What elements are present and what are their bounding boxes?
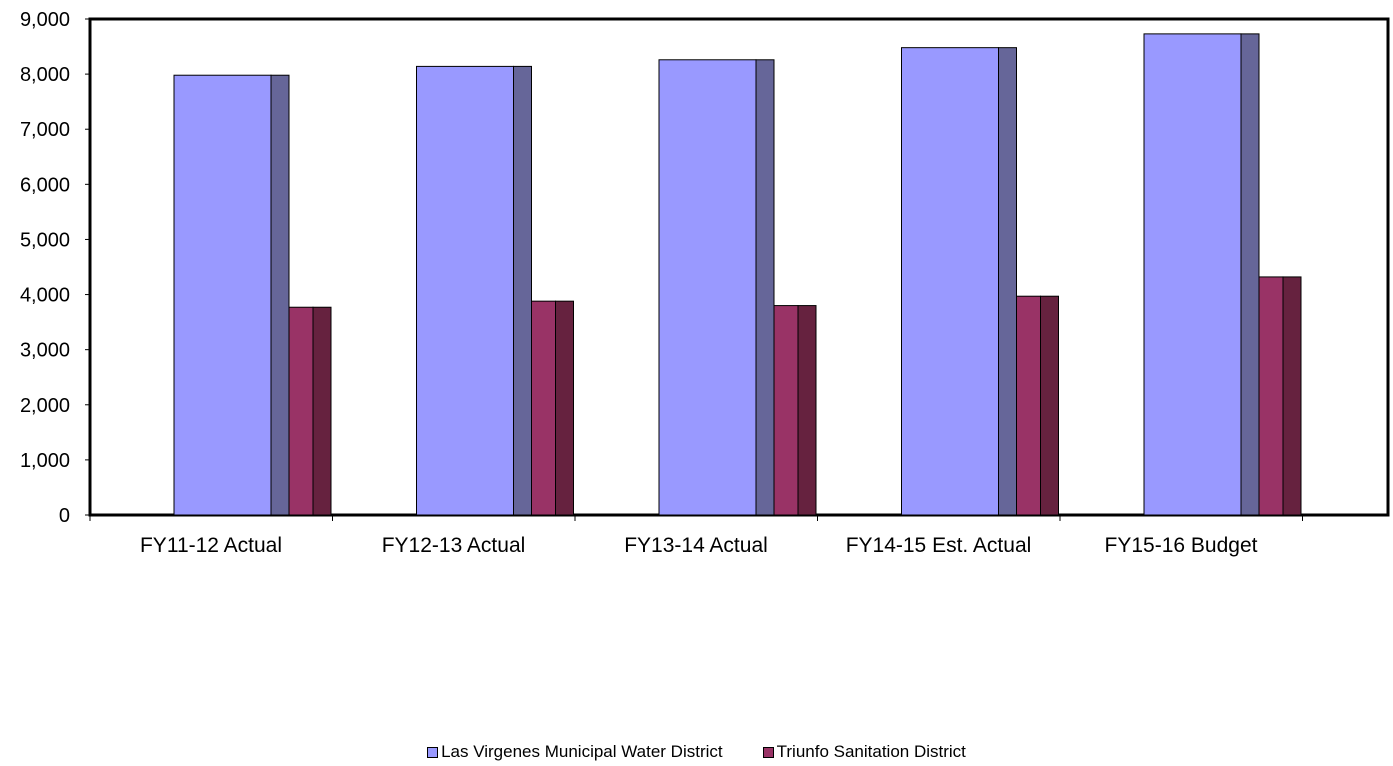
legend-label-tsd: Triunfo Sanitation District bbox=[776, 742, 966, 761]
bar-lvmwd bbox=[416, 65, 514, 516]
bar-tsd-side bbox=[797, 305, 817, 516]
bar-lvmwd bbox=[173, 74, 272, 516]
bar-tsd bbox=[531, 300, 556, 516]
y-tick-label: 9,000 bbox=[20, 9, 70, 31]
bar-lvmwd-side bbox=[998, 47, 1017, 516]
legend-label-lvmwd: Las Virgenes Municipal Water District bbox=[441, 742, 723, 761]
y-tick-label: 1,000 bbox=[20, 450, 70, 472]
legend-swatch-lvmwd bbox=[427, 746, 439, 758]
y-axis: 0 1,000 2,000 3,000 4,000 5,000 6,000 7,000 8,00… bbox=[20, 9, 90, 527]
bar-lvmwd-side bbox=[270, 74, 290, 516]
legend-swatch-tsd bbox=[762, 746, 774, 758]
bar-tsd bbox=[1258, 276, 1284, 516]
x-category-label: FY15-16 Budget bbox=[1105, 534, 1258, 557]
legend-item-tsd: Triunfo Sanitation District bbox=[762, 742, 966, 762]
y-tick-label: 0 bbox=[59, 505, 70, 527]
y-tick-label: 2,000 bbox=[20, 395, 70, 417]
bar-lvmwd-side bbox=[1240, 33, 1260, 516]
y-tick-label: 8,000 bbox=[20, 64, 70, 86]
y-tick-label: 7,000 bbox=[20, 119, 70, 141]
bars-group bbox=[173, 33, 1302, 516]
bar-lvmwd bbox=[658, 59, 757, 516]
bar-tsd bbox=[1016, 295, 1041, 516]
bar-chart: 0 1,000 2,000 3,000 4,000 5,000 6,000 7,000 8,00… bbox=[20, 9, 1390, 557]
x-category-label: FY14-15 Est. Actual bbox=[846, 534, 1032, 557]
bar-lvmwd-side bbox=[755, 59, 775, 516]
y-tick-label: 6,000 bbox=[20, 174, 70, 196]
bar-tsd bbox=[773, 305, 799, 516]
y-tick-label: 3,000 bbox=[20, 340, 70, 362]
bar-lvmwd bbox=[1143, 33, 1242, 516]
bar-tsd-side bbox=[555, 300, 574, 516]
bar-tsd-side bbox=[312, 306, 332, 516]
x-category-label: FY11-12 Actual bbox=[140, 534, 282, 557]
y-tick-label: 5,000 bbox=[20, 229, 70, 251]
x-axis: FY11-12 Actual FY12-13 Actual FY13-14 Actu… bbox=[89, 515, 1303, 557]
bar-tsd-side bbox=[1040, 295, 1059, 516]
x-category-label: FY12-13 Actual bbox=[382, 534, 526, 557]
bar-tsd bbox=[288, 306, 314, 516]
legend-item-lvmwd: Las Virgenes Municipal Water District bbox=[427, 742, 723, 762]
bar-lvmwd bbox=[901, 47, 999, 516]
y-tick-label: 4,000 bbox=[20, 285, 70, 307]
legend: Las Virgenes Municipal Water District Tr… bbox=[0, 742, 1393, 762]
bar-lvmwd-side bbox=[513, 65, 532, 516]
bar-tsd-side bbox=[1282, 276, 1302, 516]
x-category-label: FY13-14 Actual bbox=[624, 534, 768, 557]
